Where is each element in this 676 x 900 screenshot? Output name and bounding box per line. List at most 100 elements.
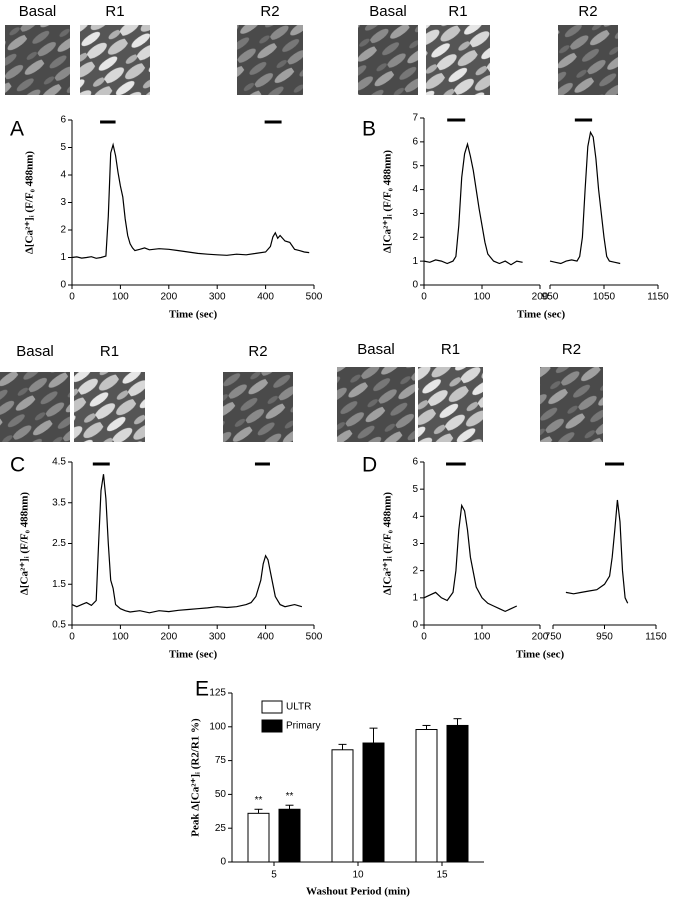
x-tick-label: 400 — [257, 632, 274, 643]
micrograph — [558, 25, 618, 95]
x-tick-label: 200 — [160, 292, 177, 303]
x-tick-label: 500 — [306, 292, 323, 303]
y-tick-label: 3 — [412, 208, 418, 219]
significance-label: ** — [255, 795, 263, 806]
y-tick-label: 6 — [412, 457, 418, 468]
y-tick-label: 4 — [60, 170, 66, 181]
image-label: Basal — [369, 3, 407, 20]
y-tick-label: 125 — [209, 688, 226, 699]
y-tick-label: 4.5 — [52, 457, 66, 468]
bar — [331, 749, 354, 863]
x-tick-label: 100 — [474, 292, 491, 303]
micrograph — [426, 25, 490, 95]
bar — [247, 812, 270, 863]
x-tick-label: 200 — [160, 632, 177, 643]
x-tick-label: 950 — [596, 632, 613, 643]
panel-label: A — [10, 118, 24, 141]
trace — [71, 474, 303, 614]
x-tick-label: 100 — [474, 632, 491, 643]
trace — [423, 499, 629, 613]
bar — [362, 742, 385, 863]
x-tick-label: 950 — [542, 292, 559, 303]
x-tick-label: 300 — [209, 632, 226, 643]
image-label: R1 — [105, 3, 124, 20]
x-tick-label: 10 — [352, 870, 364, 881]
x-tick-label: 1050 — [593, 292, 616, 303]
y-axis-title: Peak Δ[Ca²⁺]ᵢ (R2/R1 %) — [190, 718, 202, 837]
y-tick-label: 6 — [412, 136, 418, 147]
x-axis-title: Time (sec) — [516, 649, 565, 661]
image-label: R2 — [248, 343, 267, 360]
image-label: R2 — [260, 3, 279, 20]
y-tick-label: 5 — [60, 142, 66, 153]
y-tick-label: 50 — [215, 789, 227, 800]
y-tick-label: 25 — [215, 823, 227, 834]
y-tick-label: 6 — [60, 115, 66, 126]
image-label: R1 — [441, 341, 460, 358]
x-axis-title: Time (sec) — [169, 309, 218, 321]
y-axis-title: Δ[Ca²⁺]ᵢ (F/F₀ 488nm) — [382, 492, 394, 595]
micrograph — [337, 367, 415, 442]
panel-label: D — [362, 454, 377, 477]
legend-swatch — [261, 700, 283, 714]
image-label: Basal — [357, 341, 395, 358]
y-axis-title: Δ[Ca²⁺]ᵢ (F/F₀ 488nm) — [382, 150, 394, 253]
micrograph — [418, 367, 483, 442]
bar — [278, 808, 301, 863]
trace — [71, 142, 310, 259]
y-axis-title: Δ[Ca²⁺]ᵢ (F/F₀ 488nm) — [19, 492, 31, 595]
y-tick-label: 3 — [412, 538, 418, 549]
y-tick-label: 1 — [412, 592, 418, 603]
x-tick-label: 0 — [69, 632, 75, 643]
x-tick-label: 0 — [421, 632, 427, 643]
x-tick-label: 5 — [271, 870, 277, 881]
y-tick-label: 4 — [412, 511, 418, 522]
y-tick-label: 0 — [412, 620, 418, 631]
micrograph — [358, 25, 418, 95]
y-tick-label: 100 — [209, 721, 226, 732]
micrograph — [223, 372, 293, 442]
y-tick-label: 5 — [412, 160, 418, 171]
x-axis-title: Time (sec) — [517, 309, 566, 321]
y-tick-label: 1 — [60, 252, 66, 263]
micrograph — [5, 25, 70, 95]
y-tick-label: 5 — [412, 484, 418, 495]
x-tick-label: 100 — [112, 292, 129, 303]
y-tick-label: 1.5 — [52, 579, 66, 590]
micrograph — [74, 372, 145, 442]
y-tick-label: 1 — [412, 256, 418, 267]
micrograph — [80, 25, 150, 95]
x-tick-label: 1150 — [647, 292, 669, 303]
image-label: R1 — [448, 3, 467, 20]
x-tick-label: 400 — [257, 292, 274, 303]
y-tick-label: 7 — [412, 113, 418, 124]
y-axis-title: Δ[Ca²⁺]ᵢ (F/F₀ 488nm) — [24, 151, 36, 254]
y-tick-label: 75 — [215, 755, 227, 766]
y-tick-label: 3 — [60, 197, 66, 208]
x-tick-label: 200 — [532, 292, 549, 303]
bar — [446, 724, 469, 863]
x-tick-label: 15 — [436, 870, 448, 881]
image-label: Basal — [16, 343, 54, 360]
legend-label: ULTR — [286, 702, 311, 713]
x-tick-label: 100 — [112, 632, 129, 643]
panel-label: C — [10, 454, 25, 477]
panel-label: B — [362, 118, 376, 141]
y-tick-label: 0 — [412, 280, 418, 291]
y-tick-label: 2 — [60, 225, 66, 236]
x-tick-label: 1150 — [645, 632, 667, 643]
image-label: R2 — [578, 3, 597, 20]
panel-label: E — [195, 678, 209, 701]
image-label: R2 — [562, 341, 581, 358]
y-tick-label: 3.5 — [52, 497, 66, 508]
x-tick-label: 500 — [306, 632, 323, 643]
micrograph — [237, 25, 303, 95]
x-tick-label: 750 — [545, 632, 562, 643]
y-tick-label: 2 — [412, 565, 418, 576]
micrograph — [540, 367, 603, 442]
legend-label: Primary — [286, 721, 320, 732]
y-tick-label: 2 — [412, 232, 418, 243]
y-tick-label: 4 — [412, 184, 418, 195]
x-tick-label: 0 — [69, 292, 75, 303]
